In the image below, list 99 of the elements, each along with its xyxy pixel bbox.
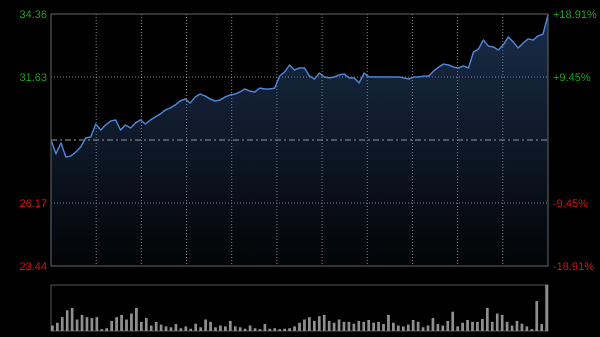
y-tick-label: 31.63 [19, 72, 47, 84]
bar [144, 318, 148, 331]
bar [382, 324, 385, 331]
bar [516, 320, 518, 331]
bar [95, 317, 98, 331]
bar [436, 324, 440, 331]
bar [357, 320, 360, 331]
bar [332, 322, 336, 331]
bar [214, 327, 217, 331]
y2-tick-label: +18.91% [553, 8, 597, 21]
bar [160, 324, 162, 331]
bar [402, 326, 405, 331]
bar [254, 328, 256, 331]
bar [406, 324, 410, 331]
bar [90, 318, 94, 331]
bar [338, 320, 340, 331]
bar [367, 320, 370, 331]
bar [318, 316, 321, 331]
y2-tick-label: +9.45% [553, 72, 591, 84]
bar [535, 301, 538, 331]
bar [342, 322, 346, 331]
y-tick-label: 23.44 [19, 260, 47, 273]
bar [204, 320, 207, 331]
bar [164, 326, 168, 331]
bar [293, 326, 296, 331]
bar [486, 308, 489, 331]
y2-tick-label: -18.91% [553, 260, 594, 273]
bar [150, 325, 153, 331]
bar [248, 325, 252, 331]
bar [500, 314, 504, 331]
bar [298, 322, 301, 331]
bar [264, 324, 266, 331]
bar [377, 322, 380, 331]
bar [422, 327, 424, 331]
bar [224, 326, 227, 331]
bar [308, 317, 311, 331]
bar [154, 322, 158, 331]
bar [209, 322, 212, 331]
bar [426, 325, 430, 331]
bar [362, 322, 366, 331]
bar [110, 320, 114, 331]
bar [471, 322, 474, 331]
bar [273, 328, 276, 331]
bar [120, 314, 123, 331]
bar [456, 326, 460, 331]
bar [451, 312, 454, 331]
bar [461, 322, 464, 331]
bar [328, 320, 331, 331]
bar [60, 317, 64, 331]
bar [86, 317, 88, 331]
bar [312, 320, 316, 331]
bar [140, 322, 143, 331]
bar [446, 320, 450, 331]
bar [396, 325, 400, 331]
bar [510, 325, 514, 331]
bar [70, 308, 74, 331]
bar [520, 324, 524, 331]
bar [170, 327, 172, 331]
bar [476, 322, 479, 331]
bar [416, 322, 420, 331]
bar [234, 326, 237, 331]
bar [481, 319, 484, 331]
bar [545, 285, 548, 331]
bar [506, 322, 508, 331]
bar [174, 324, 178, 331]
bar [228, 320, 232, 331]
bar [392, 322, 395, 331]
bar [105, 328, 108, 331]
bar [219, 325, 222, 331]
bar [125, 320, 128, 331]
bar [135, 308, 138, 331]
bar [348, 322, 350, 331]
bar [352, 324, 356, 331]
bar [76, 320, 78, 331]
bar [540, 324, 544, 331]
bar [387, 314, 390, 331]
bar [51, 325, 54, 331]
bar [180, 328, 182, 331]
bar [66, 310, 69, 331]
bar [526, 326, 528, 331]
y-tick-label: 26.17 [19, 198, 47, 210]
bar [490, 322, 494, 331]
bar [184, 326, 188, 331]
bar [496, 314, 499, 331]
bar [372, 322, 375, 331]
bar [441, 325, 444, 331]
bar [194, 324, 198, 331]
bar [80, 314, 84, 331]
bar [115, 317, 118, 331]
bar [432, 318, 434, 331]
bar [56, 322, 59, 331]
bar [322, 314, 326, 331]
bar [288, 328, 291, 331]
y2-tick-label: -9.45% [553, 198, 588, 210]
bar [130, 314, 133, 331]
bar [466, 320, 469, 331]
y-tick-label: 34.36 [19, 8, 47, 21]
bar [412, 320, 415, 331]
bar [303, 320, 306, 331]
